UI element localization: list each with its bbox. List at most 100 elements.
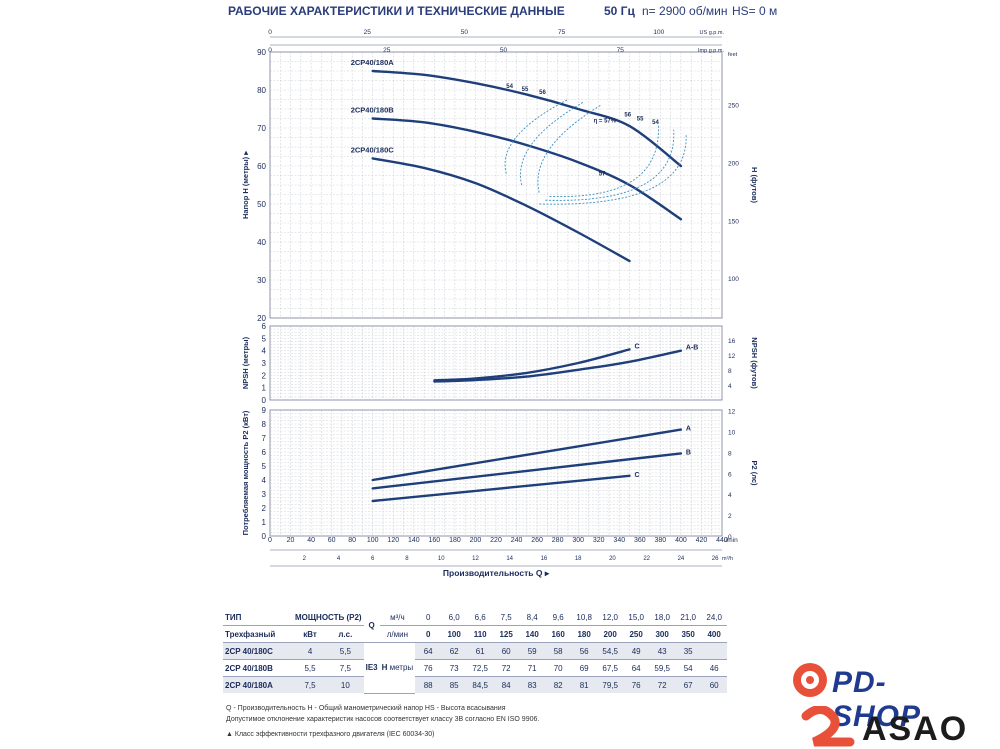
x-tick-label: 320 bbox=[593, 537, 605, 544]
q-m3-cell: 7,5 bbox=[493, 609, 520, 626]
y-right-tick-label: 250 bbox=[728, 102, 739, 109]
ie-class-cell: IE3 bbox=[363, 642, 380, 694]
y-tick-label: 30 bbox=[257, 276, 266, 285]
y-right-tick-label: 4 bbox=[728, 492, 732, 499]
head-unit: метры bbox=[389, 663, 414, 673]
x-tick-label: 80 bbox=[348, 537, 356, 544]
pd-shop-logo-text: PD-SHOP bbox=[832, 666, 922, 733]
y-right-tick-label: 200 bbox=[728, 160, 739, 167]
m3h-tick: 8 bbox=[405, 556, 409, 562]
series-label: A bbox=[686, 426, 691, 433]
us-gpm-tick: 0 bbox=[268, 29, 272, 36]
series-line bbox=[433, 349, 683, 383]
x-tick-label: 0 bbox=[268, 537, 272, 544]
y-tick-label: 2 bbox=[262, 371, 267, 380]
head-cell: 76 bbox=[415, 659, 442, 677]
m3h-tick: 18 bbox=[575, 556, 582, 562]
m3h-tick: 12 bbox=[472, 556, 479, 562]
m3h-tick: 6 bbox=[371, 556, 375, 562]
y-axis-title: Напор Н (метры) ▸ bbox=[241, 150, 250, 219]
head-cell: 64 bbox=[415, 642, 442, 660]
q-lmin-cell: 100 bbox=[441, 625, 468, 643]
y-tick-label: 6 bbox=[262, 448, 267, 457]
y-axis-title-right: NPSH (футов) bbox=[750, 337, 759, 389]
q-m3-cell: 0 bbox=[415, 609, 442, 626]
head-cell: 72 bbox=[493, 659, 520, 677]
table-row: 2CP 40/180A 7,5 10 88 85 84,5 84 83 82 8… bbox=[223, 676, 728, 693]
m3h-tick: 14 bbox=[506, 556, 513, 562]
m3h-tick: 26 bbox=[712, 556, 719, 562]
us-gpm-tick: 75 bbox=[558, 29, 566, 36]
head-cell: 61 bbox=[467, 642, 494, 660]
head-cell: 82 bbox=[545, 676, 572, 693]
head-cell: 69 bbox=[571, 659, 598, 677]
x-tick-label: 240 bbox=[511, 537, 523, 544]
head-cell: 85 bbox=[441, 676, 468, 693]
x-tick-label: 140 bbox=[408, 537, 420, 544]
efficiency-class-note: ▲ Класс эффективности трехфазного двигат… bbox=[226, 731, 435, 738]
head-cell: 59,5 bbox=[649, 659, 676, 677]
frequency-label: 50 Гц bbox=[604, 4, 635, 18]
asao-logo-text: ASAO bbox=[862, 710, 969, 748]
head-cell: 60 bbox=[701, 676, 728, 693]
pd-shop-logo-mark bbox=[793, 663, 827, 697]
table-row: 2CP 40/180C 4 5,5 IE3 Н метры 64 62 61 6… bbox=[223, 642, 728, 694]
series-line bbox=[371, 452, 683, 490]
q-m3-cell: 8,4 bbox=[519, 609, 546, 626]
x-tick-label: 100 bbox=[367, 537, 379, 544]
head-cell: 46 bbox=[701, 659, 728, 677]
col-power: МОЩНОСТЬ (P2) bbox=[293, 609, 364, 626]
y-tick-label: 5 bbox=[262, 462, 267, 471]
efficiency-label: 55 bbox=[637, 116, 644, 122]
model-cell: 2CP 40/180A bbox=[223, 676, 293, 693]
col-q: Q bbox=[363, 609, 380, 643]
head-cell: 70 bbox=[545, 659, 572, 677]
y-right-tick-label: 6 bbox=[728, 471, 732, 478]
head-cell: 83 bbox=[519, 676, 546, 693]
series-label: A-B bbox=[686, 345, 698, 352]
head-cell: 56 bbox=[571, 642, 598, 660]
head-cell: 88 bbox=[415, 676, 442, 693]
unit-kw: кВт bbox=[293, 625, 328, 643]
y-tick-label: 0 bbox=[262, 396, 267, 405]
q-lmin-cell: 160 bbox=[545, 625, 572, 643]
head-cell: 71 bbox=[519, 659, 546, 677]
us-gpm-unit: US g.p.m. bbox=[700, 30, 725, 36]
x-tick-label: 360 bbox=[634, 537, 646, 544]
y-right-tick-label: 8 bbox=[728, 368, 732, 375]
y-tick-label: 2 bbox=[262, 504, 267, 513]
hp-cell: 10 bbox=[327, 676, 364, 693]
x-tick-label: 40 bbox=[307, 537, 315, 544]
x-tick-label: 160 bbox=[429, 537, 441, 544]
q-lmin-cell: 350 bbox=[675, 625, 702, 643]
efficiency-label: 54 bbox=[652, 120, 659, 126]
hp-cell: 5,5 bbox=[327, 642, 364, 660]
q-lmin-cell: 0 bbox=[415, 625, 442, 643]
series-label: 2CP40/180C bbox=[351, 145, 395, 154]
x-tick-label: 20 bbox=[287, 537, 295, 544]
head-cell: 64 bbox=[623, 659, 650, 677]
x-tick-label: 380 bbox=[655, 537, 667, 544]
x-tick-label: 120 bbox=[387, 537, 399, 544]
m3h-unit: m³/h bbox=[722, 556, 733, 562]
q-m3-cell: 18,0 bbox=[649, 609, 676, 626]
q-m3-cell: 21,0 bbox=[675, 609, 702, 626]
efficiency-curve bbox=[545, 129, 675, 201]
y-tick-label: 50 bbox=[257, 200, 266, 209]
q-lmin-cell: 110 bbox=[467, 625, 494, 643]
series-label: C bbox=[635, 472, 640, 479]
imp-gpm-tick: 25 bbox=[383, 47, 391, 54]
y-tick-label: 1 bbox=[262, 518, 267, 527]
series-line bbox=[371, 428, 683, 482]
head-cell: 67,5 bbox=[597, 659, 624, 677]
imp-gpm-tick: 75 bbox=[617, 47, 625, 54]
q-m3-cell: 6,0 bbox=[441, 609, 468, 626]
x-tick-label: 440 bbox=[716, 537, 728, 544]
y-right-tick-label: 16 bbox=[728, 338, 736, 345]
series-label: B bbox=[686, 449, 691, 456]
m3h-tick: 10 bbox=[438, 556, 445, 562]
y-right-tick-label: 8 bbox=[728, 450, 732, 457]
unit-lmin: л/мин bbox=[379, 625, 416, 643]
y-tick-label: 4 bbox=[262, 476, 267, 485]
